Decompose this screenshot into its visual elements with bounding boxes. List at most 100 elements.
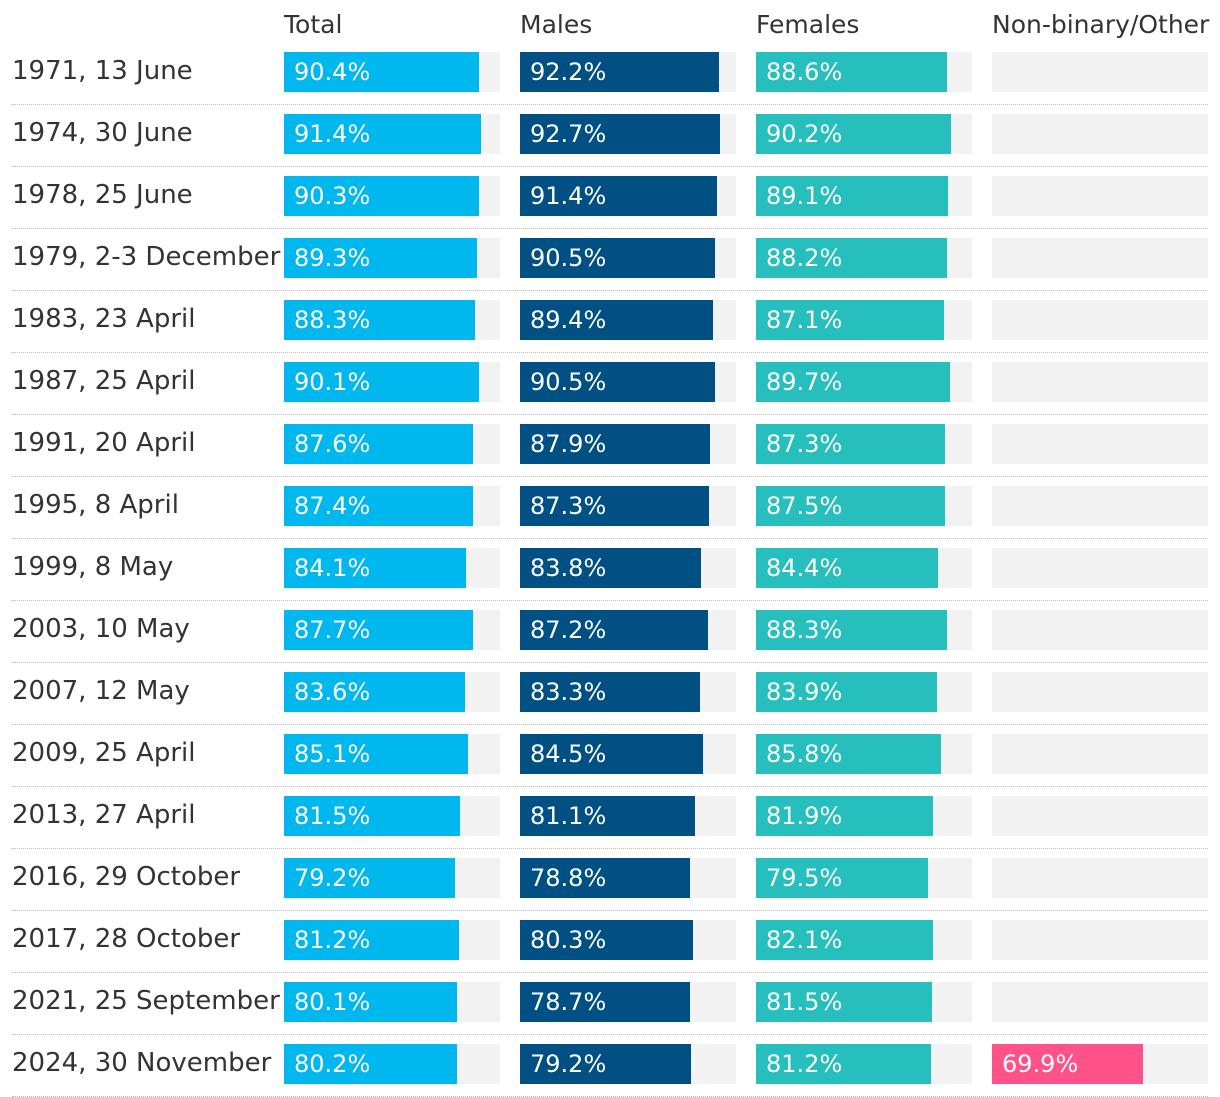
bar-track: 91.4%: [520, 176, 736, 216]
bar: 69.9%: [992, 1044, 1143, 1084]
bar-track: [992, 920, 1208, 960]
data-label: 81.1%: [530, 802, 607, 830]
bar-track: 84.1%: [284, 548, 500, 588]
category-label: 1995, 8 April: [12, 490, 179, 520]
bar-track: 88.3%: [756, 610, 972, 650]
category-label: 1979, 2-3 December: [12, 242, 281, 272]
bar: 81.2%: [284, 920, 460, 960]
category-label: 1983, 23 April: [12, 304, 196, 334]
chart-row: 1974, 30 June 91.4% 92.7% 90.2%: [12, 104, 1208, 167]
category-label: 1999, 8 May: [12, 552, 174, 582]
data-label: 92.2%: [530, 58, 607, 86]
bar: 91.4%: [520, 176, 718, 216]
bar-track: [992, 114, 1208, 154]
chart-row: 2017, 28 October 81.2% 80.3% 82.1%: [12, 910, 1208, 973]
data-label: 81.2%: [766, 1050, 843, 1078]
bar-track: 87.4%: [284, 486, 500, 526]
bar: 83.9%: [756, 672, 938, 712]
chart-row: 2016, 29 October 79.2% 78.8% 79.5%: [12, 848, 1208, 911]
bar: 91.4%: [284, 114, 482, 154]
bar-track: 85.8%: [756, 734, 972, 774]
bar: 87.5%: [756, 486, 945, 526]
bar-track: 90.5%: [520, 238, 736, 278]
chart-row: 2009, 25 April 85.1% 84.5% 85.8%: [12, 724, 1208, 787]
bar: 84.4%: [756, 548, 939, 588]
bar-track: [992, 238, 1208, 278]
data-label: 84.4%: [766, 554, 843, 582]
bar-track: 90.5%: [520, 362, 736, 402]
data-label: 91.4%: [294, 120, 371, 148]
data-label: 80.3%: [530, 926, 607, 954]
data-label: 81.5%: [766, 988, 843, 1016]
data-label: 89.4%: [530, 306, 607, 334]
bar: 88.2%: [756, 238, 947, 278]
bar: 85.1%: [284, 734, 468, 774]
bar-track: 83.9%: [756, 672, 972, 712]
bar-track: 81.2%: [756, 1044, 972, 1084]
data-label: 90.1%: [294, 368, 371, 396]
bar-track: 92.2%: [520, 52, 736, 92]
data-label: 90.2%: [766, 120, 843, 148]
data-label: 81.5%: [294, 802, 371, 830]
category-label: 2007, 12 May: [12, 676, 190, 706]
bar-track: 78.7%: [520, 982, 736, 1022]
bar: 78.7%: [520, 982, 690, 1022]
bar: 84.1%: [284, 548, 466, 588]
data-label: 90.4%: [294, 58, 371, 86]
chart-row: 2003, 10 May 87.7% 87.2% 88.3%: [12, 600, 1208, 663]
data-label: 84.5%: [530, 740, 607, 768]
bar-track: 87.3%: [520, 486, 736, 526]
bar-track: 89.4%: [520, 300, 736, 340]
category-label: 1978, 25 June: [12, 180, 193, 210]
bar: 89.7%: [756, 362, 950, 402]
bar-track: 85.1%: [284, 734, 500, 774]
bar-track: [992, 734, 1208, 774]
column-header-males: Males: [520, 10, 593, 39]
data-label: 85.8%: [766, 740, 843, 768]
bar: 90.1%: [284, 362, 479, 402]
bar: 87.4%: [284, 486, 473, 526]
bar: 81.2%: [756, 1044, 932, 1084]
chart-row: 1987, 25 April 90.1% 90.5% 89.7%: [12, 352, 1208, 415]
data-label: 89.3%: [294, 244, 371, 272]
data-label: 87.7%: [294, 616, 371, 644]
data-label: 87.5%: [766, 492, 843, 520]
data-label: 88.6%: [766, 58, 843, 86]
bar-track: 81.1%: [520, 796, 736, 836]
data-label: 81.9%: [766, 802, 843, 830]
category-label: 2009, 25 April: [12, 738, 196, 768]
bar: 89.1%: [756, 176, 949, 216]
bar: 81.1%: [520, 796, 696, 836]
bar: 80.1%: [284, 982, 458, 1022]
bar-track: 90.4%: [284, 52, 500, 92]
data-label: 80.2%: [294, 1050, 371, 1078]
data-label: 87.3%: [766, 430, 843, 458]
bar: 90.5%: [520, 238, 716, 278]
bar-track: 87.5%: [756, 486, 972, 526]
bar-track: 81.9%: [756, 796, 972, 836]
category-label: 2016, 29 October: [12, 862, 241, 892]
bar-track: 88.3%: [284, 300, 500, 340]
data-label: 79.5%: [766, 864, 843, 892]
data-label: 78.8%: [530, 864, 607, 892]
data-label: 87.4%: [294, 492, 371, 520]
chart-row: 2007, 12 May 83.6% 83.3% 83.9%: [12, 662, 1208, 725]
bar-track: 87.6%: [284, 424, 500, 464]
data-label: 90.5%: [530, 244, 607, 272]
bar-track: 79.2%: [520, 1044, 736, 1084]
bar: 89.4%: [520, 300, 714, 340]
bar-track: [992, 858, 1208, 898]
bar-track: 84.5%: [520, 734, 736, 774]
bar-track: 89.1%: [756, 176, 972, 216]
bar: 80.3%: [520, 920, 694, 960]
data-label: 87.1%: [766, 306, 843, 334]
data-label: 89.7%: [766, 368, 843, 396]
bar-track: [992, 424, 1208, 464]
bar-track: [992, 362, 1208, 402]
bar-track: 81.5%: [756, 982, 972, 1022]
bar: 90.2%: [756, 114, 951, 154]
category-label: 2021, 25 September: [12, 986, 280, 1016]
bar-track: 88.6%: [756, 52, 972, 92]
bar: 83.6%: [284, 672, 465, 712]
